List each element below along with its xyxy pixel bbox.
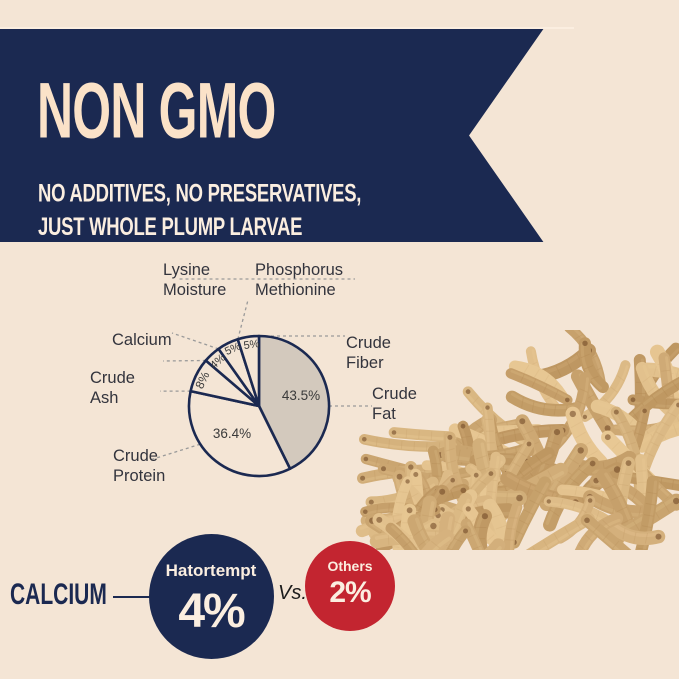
- svg-text:5%: 5%: [243, 338, 261, 352]
- svg-text:43.5%: 43.5%: [282, 388, 320, 403]
- svg-text:36.4%: 36.4%: [213, 426, 251, 441]
